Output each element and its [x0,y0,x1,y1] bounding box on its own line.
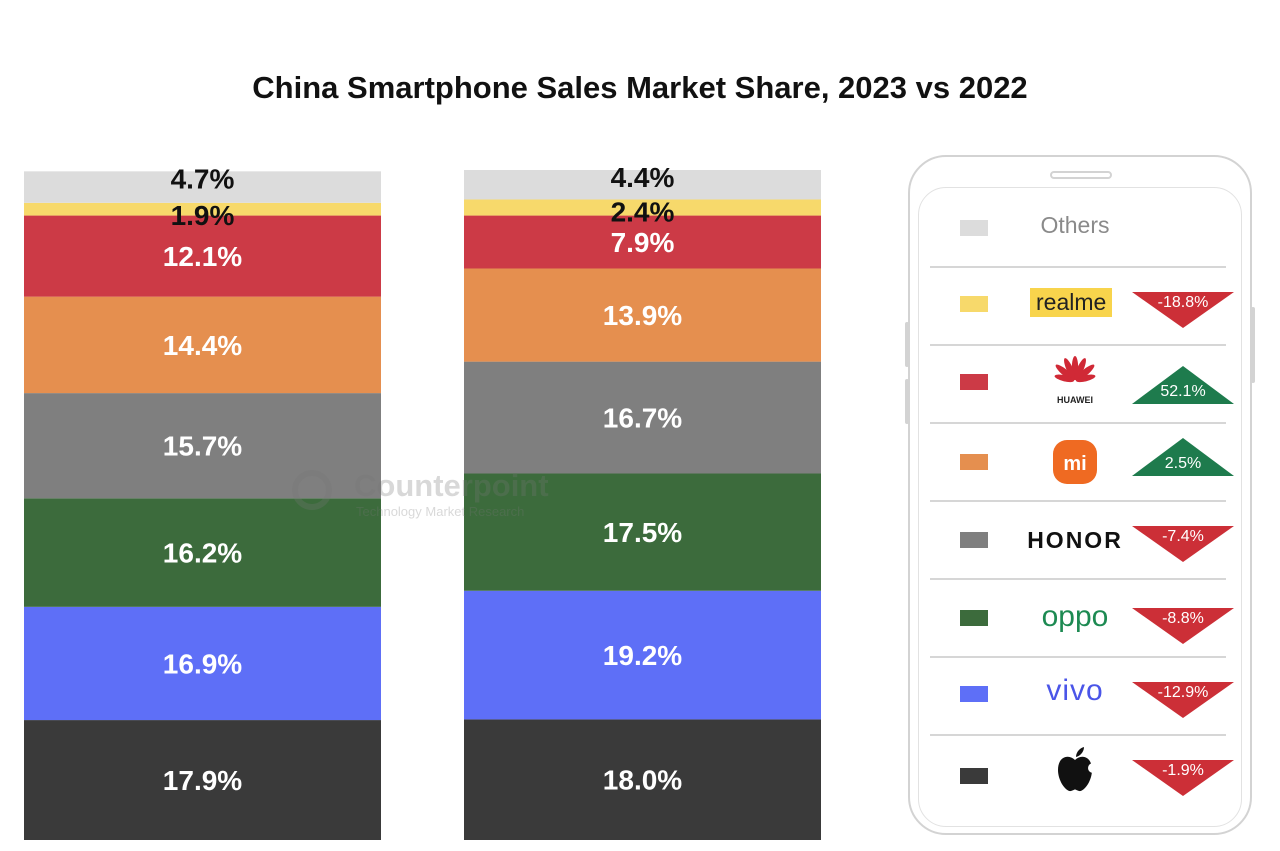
huawei-logo-icon: HUAWEI [1054,356,1096,405]
legend-row-realme: realme -18.8% [930,266,1234,346]
bar-segment-realme-2022 [24,202,381,216]
change-badge-realme: -18.8% [1132,292,1234,328]
legend-row-huawei: HUAWEI 52.1% [930,344,1234,424]
xiaomi-logo-icon: mi [1053,440,1097,484]
bar-label-xiaomi-2023: 13.9% [603,300,682,331]
bar-label-vivo-2022: 16.9% [163,648,242,679]
legend-brand-apple [1020,744,1130,799]
down-arrow-icon [1132,292,1234,328]
down-arrow-icon [1132,526,1234,562]
bar-label-xiaomi-2022: 14.4% [163,330,242,361]
bar-segment-others-2022 [24,171,381,203]
huawei-wordmark: HUAWEI [1057,395,1093,405]
legend-swatch-realme [960,296,988,312]
legend-brand-realme: realme [1030,288,1113,317]
change-value-oppo: -8.8% [1162,610,1204,627]
change-badge-xiaomi: 2.5% [1132,438,1234,476]
bar-label-realme-2022: 1.9% [171,200,235,231]
legend-brand-honor: HONOR [1027,527,1123,553]
legend-row-xiaomi: mi 2.5% [930,422,1234,502]
bar-segment-huawei-2022 [24,215,381,297]
bar-segment-vivo-2022 [24,606,381,721]
bar-segment-xiaomi-2022 [24,296,381,394]
bar-segment-honor-2023 [464,361,821,474]
bar-label-huawei-2022: 12.1% [163,241,242,272]
bar-segment-realme-2023 [464,199,821,216]
bar-segment-apple-2022 [24,720,381,840]
legend-brand-oppo: oppo [1041,600,1109,633]
bar-label-honor-2022: 15.7% [163,431,242,462]
legend-brand-huawei: HUAWEI [1020,354,1130,411]
xiaomi-wordmark: mi [1063,453,1086,475]
legend-row-oppo: oppo -8.8% [930,578,1234,658]
bar-label-others-2022: 4.7% [171,163,235,194]
phone-side-button [905,322,909,367]
bar-label-honor-2023: 16.7% [603,403,682,434]
bar-label-huawei-2023: 7.9% [611,227,675,258]
change-value-xiaomi: 2.5% [1165,455,1201,472]
legend-swatch-others [960,220,988,236]
bar-label-realme-2023: 2.4% [611,196,675,227]
bar-label-oppo-2022: 16.2% [163,538,242,569]
legend-swatch-honor [960,532,988,548]
bar-segment-oppo-2023 [464,473,821,591]
bar-label-oppo-2023: 17.5% [603,517,682,548]
down-arrow-icon [1132,608,1234,644]
bar-segment-xiaomi-2023 [464,268,821,362]
apple-logo-icon [1058,747,1098,792]
bar-segment-oppo-2022 [24,498,381,607]
legend-swatch-vivo [960,686,988,702]
bar-segment-honor-2022 [24,393,381,499]
change-value-huawei: 52.1% [1160,383,1205,400]
bar-label-others-2023: 4.4% [611,162,675,193]
bar-label-apple-2023: 18.0% [603,765,682,796]
phone-side-button [905,379,909,424]
legend-brand-vivo: vivo [1046,674,1104,707]
phone-legend-frame [905,155,1255,835]
legend-brand-others: Others [1040,212,1110,238]
bar-segment-vivo-2023 [464,590,821,720]
up-arrow-icon [1132,438,1234,476]
legend-brand-xiaomi: mi [1020,439,1130,490]
bar-segment-huawei-2023 [464,215,821,269]
legend-swatch-huawei [960,374,988,390]
legend-swatch-oppo [960,610,988,626]
bar-segment-apple-2023 [464,719,821,840]
legend-swatch-apple [960,768,988,784]
down-arrow-icon [1132,682,1234,718]
change-value-honor: -7.4% [1162,528,1204,545]
legend-row-honor: HONOR -7.4% [930,500,1234,580]
phone-screen [918,187,1242,827]
change-value-apple: -1.9% [1162,762,1204,779]
legend-row-vivo: vivo -12.9% [930,656,1234,736]
bar-label-apple-2022: 17.9% [163,765,242,796]
change-badge-oppo: -8.8% [1132,608,1234,644]
up-arrow-icon [1132,366,1234,404]
change-value-vivo: -12.9% [1158,684,1209,701]
change-badge-honor: -7.4% [1132,526,1234,562]
legend-row-others: Others [930,188,1226,268]
legend-row-apple: -1.9% [930,734,1234,814]
legend-swatch-xiaomi [960,454,988,470]
bar-segment-others-2023 [464,170,821,200]
change-value-realme: -18.8% [1158,294,1209,311]
phone-side-button [1251,307,1255,383]
phone-speaker [1050,171,1112,179]
change-badge-huawei: 52.1% [1132,366,1234,404]
down-arrow-icon [1132,760,1234,796]
bar-label-vivo-2023: 19.2% [603,640,682,671]
change-badge-vivo: -12.9% [1132,682,1234,718]
change-badge-apple: -1.9% [1132,760,1234,796]
chart-title: China Smartphone Sales Market Share, 202… [252,70,1028,105]
